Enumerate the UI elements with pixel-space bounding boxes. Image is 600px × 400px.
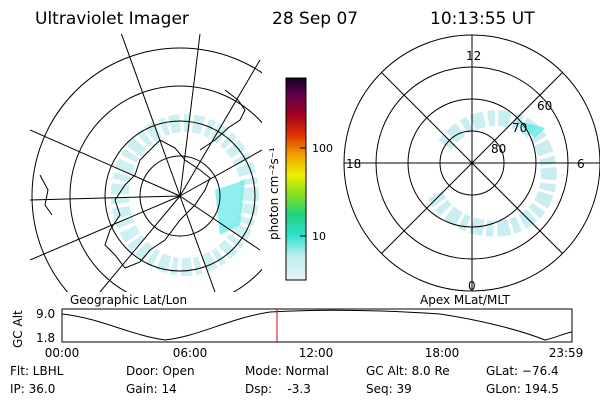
timeline-axis-label: GC Alt [11, 310, 25, 348]
lat-label: 80 [491, 142, 506, 156]
x-label: 06:00 [173, 346, 208, 360]
x-label: 00:00 [45, 346, 80, 360]
footer-field: Door: Open [126, 364, 195, 378]
footer: Flt: LBHL Door: Open Mode: Normal GC Alt: 8… [10, 364, 559, 396]
colorbar-label: 10 [312, 230, 326, 243]
footer-field: GLon: 194.5 [486, 382, 559, 396]
footer-field: Mode: Normal [245, 364, 329, 378]
mlt-label: 12 [466, 49, 481, 63]
footer-field: Dsp: -3.3 [245, 382, 311, 396]
instrument: Ultraviolet Imager [35, 9, 189, 29]
mlt-label: 0 [468, 279, 476, 293]
mlt-label: 6 [577, 157, 585, 171]
left-caption: Geographic Lat/Lon [70, 293, 187, 307]
colorbar-label: 100 [312, 142, 333, 155]
colorbar [285, 77, 307, 281]
timeline-frame [61, 308, 573, 343]
lat-label: 70 [512, 121, 527, 135]
footer-field: IP: 36.0 [10, 382, 55, 396]
footer-field: Flt: LBHL [10, 364, 64, 378]
y-label: 1.8 [36, 331, 55, 345]
footer-field: GC Alt: 8.0 Re [366, 364, 450, 378]
footer-field: Gain: 14 [126, 382, 177, 396]
lat-label: 60 [537, 99, 552, 113]
x-label: 12:00 [299, 346, 334, 360]
date: 28 Sep 07 [272, 9, 358, 29]
colorbar-unit: photon cm⁻²s⁻¹ [267, 147, 281, 240]
magnetic-map [427, 110, 557, 237]
footer-field: Seq: 39 [366, 382, 412, 396]
altitude-curve [61, 309, 573, 341]
footer-field: GLat: −76.4 [486, 364, 559, 378]
time: 10:13:55 UT [430, 9, 535, 29]
right-caption: Apex MLat/MLT [420, 293, 510, 307]
mlt-label: 18 [346, 157, 361, 171]
geographic-map [30, 34, 262, 292]
x-label: 18:00 [425, 346, 460, 360]
y-label: 9.0 [36, 307, 55, 321]
x-label: 23:59 [549, 346, 584, 360]
